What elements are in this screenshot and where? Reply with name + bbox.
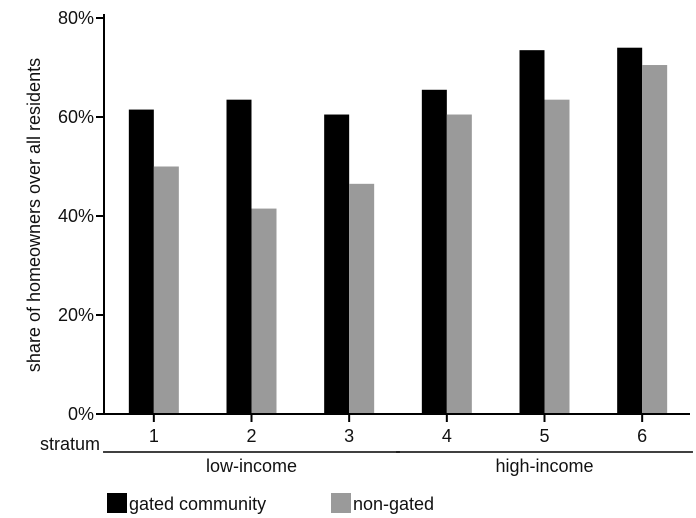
bar-gated-stratum-4 [421,89,447,415]
bar-non-gated-stratum-3 [349,183,375,414]
y-axis-title-group: share of homeowners over all residents [24,58,44,372]
legend-swatch-non-gated [331,493,351,513]
y-tick-label-60: 60% [58,107,94,127]
bar-gated-stratum-5 [519,50,545,415]
bar-gated-stratum-2 [226,99,252,415]
y-tick-label-20: 20% [58,305,94,325]
bar-gated-stratum-1 [128,109,154,414]
x-tick-label-2: 2 [246,426,256,446]
bar-non-gated-stratum-4 [446,114,472,415]
legend: gated community non-gated [107,493,434,514]
legend-label-non-gated: non-gated [353,494,434,514]
group-label-low-income: low-income [206,456,297,476]
bar-non-gated-stratum-5 [544,99,570,415]
tick-labels-layer: 0% 20% 40% 60% 80% 1 2 3 4 5 6 stratum [40,8,647,454]
bar-non-gated-stratum-6 [642,65,668,415]
x-tick-label-4: 4 [442,426,452,446]
bars-layer [128,47,668,415]
group-label-high-income: high-income [495,456,593,476]
x-axis-title: stratum [40,434,100,454]
bar-non-gated-stratum-1 [153,166,179,414]
y-axis-title: share of homeowners over all residents [24,58,44,372]
x-tick-label-5: 5 [539,426,549,446]
y-tick-label-80: 80% [58,8,94,28]
x-tick-label-1: 1 [149,426,159,446]
y-tick-label-0: 0% [68,404,94,424]
income-groups-layer: low-income high-income [103,451,693,476]
y-tick-label-40: 40% [58,206,94,226]
bar-gated-stratum-3 [324,114,350,415]
x-tick-label-3: 3 [344,426,354,446]
x-tick-label-6: 6 [637,426,647,446]
bar-non-gated-stratum-2 [251,208,277,414]
axes-layer [96,14,690,422]
bar-gated-stratum-6 [617,47,643,414]
legend-swatch-gated [107,493,127,513]
legend-label-gated: gated community [129,494,266,514]
